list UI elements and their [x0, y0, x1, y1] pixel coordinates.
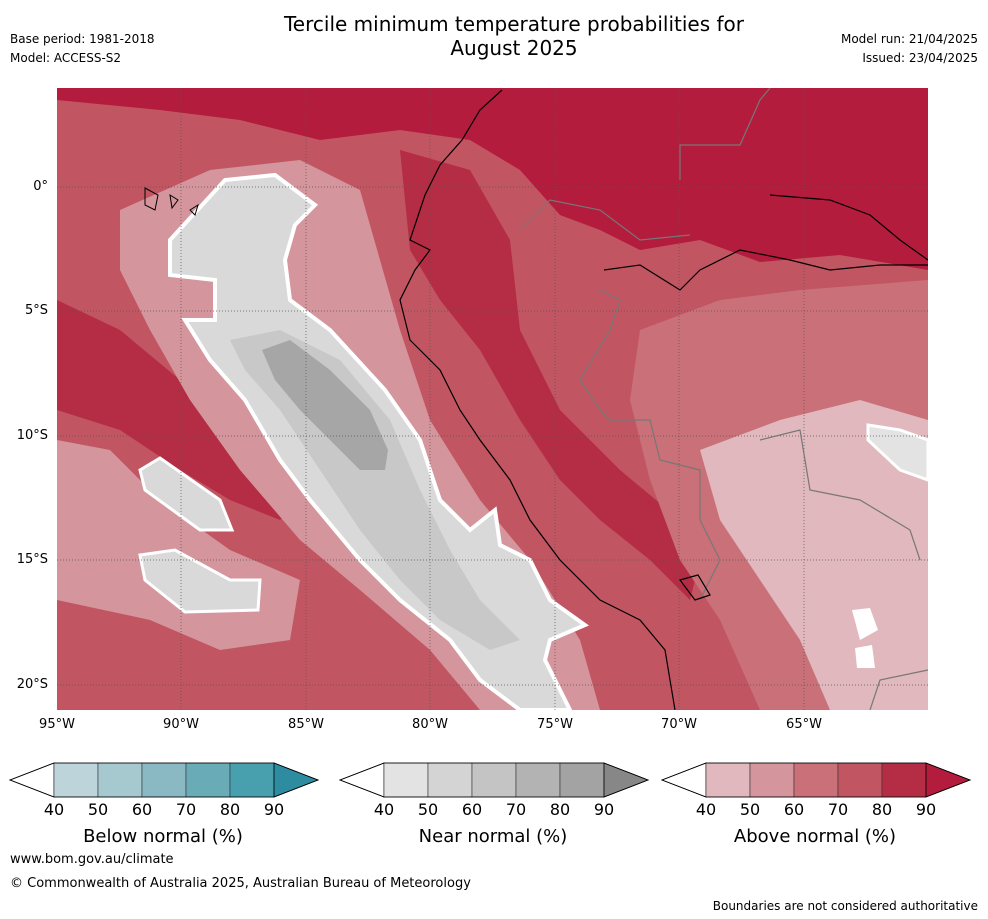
colorbar-above-tick: 40	[695, 800, 717, 819]
colorbar-below-tick: 80	[219, 800, 241, 819]
field-near-blob-east	[866, 423, 928, 482]
colorbar-above-tick: 60	[783, 800, 805, 819]
lat-tick-20s: 20°S	[16, 677, 48, 692]
lake-titicaca	[678, 574, 711, 601]
base-period: Base period: 1981-2018	[10, 32, 155, 46]
lat-tick-15s: 15°S	[16, 552, 48, 567]
border-south	[869, 669, 928, 710]
colorbar-label-near: Near normal (%)	[418, 826, 568, 847]
lat-tick-5s: 5°S	[24, 303, 48, 318]
colorbars	[8, 762, 972, 798]
colorbar-near-tick: 60	[461, 800, 483, 819]
page-title: Tercile minimum temperature probabilitie…	[0, 12, 988, 60]
colorbar-above-right-extend	[925, 762, 972, 798]
border-bolivia	[759, 429, 921, 561]
colorbar-near-segment	[427, 762, 473, 798]
colorbar-near-right-extend	[603, 762, 650, 798]
colorbar-above-segment	[793, 762, 839, 798]
coastlines	[144, 88, 928, 710]
border-colombia	[519, 199, 691, 241]
field-blank-2	[855, 645, 875, 668]
model-run: Model run: 21/04/2025	[840, 32, 978, 46]
issued-date: Issued: 23/04/2025	[862, 51, 978, 65]
colorbar-below-outline	[8, 762, 320, 798]
copyright: © Commonwealth of Australia 2025, Austra…	[10, 876, 471, 891]
colorbar-below-tick: 60	[131, 800, 153, 819]
graticule	[57, 88, 928, 710]
field-near-blob-west	[138, 456, 235, 532]
colorbar-near-tick: 50	[417, 800, 439, 819]
field-above-80-andes	[400, 150, 700, 600]
probability-map	[57, 88, 928, 710]
colorbar-below-tick: 90	[263, 800, 285, 819]
field-above-90-north	[57, 88, 928, 270]
galapagos-islands	[144, 187, 199, 216]
lon-tick-90w: 90°W	[163, 717, 199, 732]
colorbar-below-segment	[53, 762, 99, 798]
disclaimer: Boundaries are not considered authoritat…	[712, 899, 978, 913]
lon-tick-75w: 75°W	[537, 717, 573, 732]
colorbar-above-tick: 80	[871, 800, 893, 819]
colorbar-below-tick: 50	[87, 800, 109, 819]
colorbar-near-left-extend	[338, 762, 385, 798]
colorbar-above-segment	[837, 762, 883, 798]
colorbar-near-tick: 70	[505, 800, 527, 819]
colorbar-near-segment	[383, 762, 429, 798]
amazon-river	[603, 249, 928, 291]
title-line-1: Tercile minimum temperature probabilitie…	[283, 12, 745, 36]
probability-fields	[57, 88, 928, 710]
colorbar-above-segment	[749, 762, 795, 798]
colorbar-near-tick: 80	[549, 800, 571, 819]
lon-tick-95w: 95°W	[39, 717, 75, 732]
colorbar-below-segment	[97, 762, 143, 798]
river-north	[769, 194, 928, 261]
lon-tick-85w: 85°W	[288, 717, 324, 732]
border-peru-brazil	[579, 289, 721, 601]
colorbar-above-tick: 50	[739, 800, 761, 819]
colorbar-label-above: Above normal (%)	[733, 826, 897, 847]
colorbar-near-outline	[338, 762, 650, 798]
colorbar-above-tick: 90	[915, 800, 937, 819]
title-line-2: August 2025	[450, 36, 578, 60]
colorbar-above-tick: 70	[827, 800, 849, 819]
colorbar-below-segment	[185, 762, 231, 798]
colorbar-below-right-extend	[273, 762, 320, 798]
colorbar-above-left-extend	[660, 762, 707, 798]
border-north	[679, 88, 771, 180]
field-blank-1	[852, 608, 878, 640]
lat-tick-10s: 10°S	[16, 428, 48, 443]
colorbar-below-segment	[141, 762, 187, 798]
colorbar-below-tick: 70	[175, 800, 197, 819]
colorbar-near-segment	[471, 762, 517, 798]
lon-tick-70w: 70°W	[661, 717, 697, 732]
colorbar-near-tick: 40	[373, 800, 395, 819]
colorbar-above-segment	[705, 762, 751, 798]
colorbar-above-segment	[881, 762, 927, 798]
field-near-blob-south	[138, 548, 262, 614]
field-near-60-core	[262, 340, 388, 470]
colorbar-near-segment	[559, 762, 605, 798]
lat-tick-0: 0°	[33, 179, 48, 194]
colorbar-label-below: Below normal (%)	[83, 826, 243, 847]
website: www.bom.gov.au/climate	[10, 852, 174, 867]
model-name: Model: ACCESS-S2	[10, 51, 122, 65]
colorbar-below-segment	[229, 762, 275, 798]
colorbar-near-tick: 90	[593, 800, 615, 819]
colorbar-below-tick: 40	[43, 800, 65, 819]
colorbar-above-outline	[660, 762, 972, 798]
lon-tick-80w: 80°W	[412, 717, 448, 732]
coastline-west	[399, 89, 676, 710]
colorbar-below-left-extend	[8, 762, 55, 798]
colorbar-near-segment	[515, 762, 561, 798]
lon-tick-65w: 65°W	[786, 717, 822, 732]
